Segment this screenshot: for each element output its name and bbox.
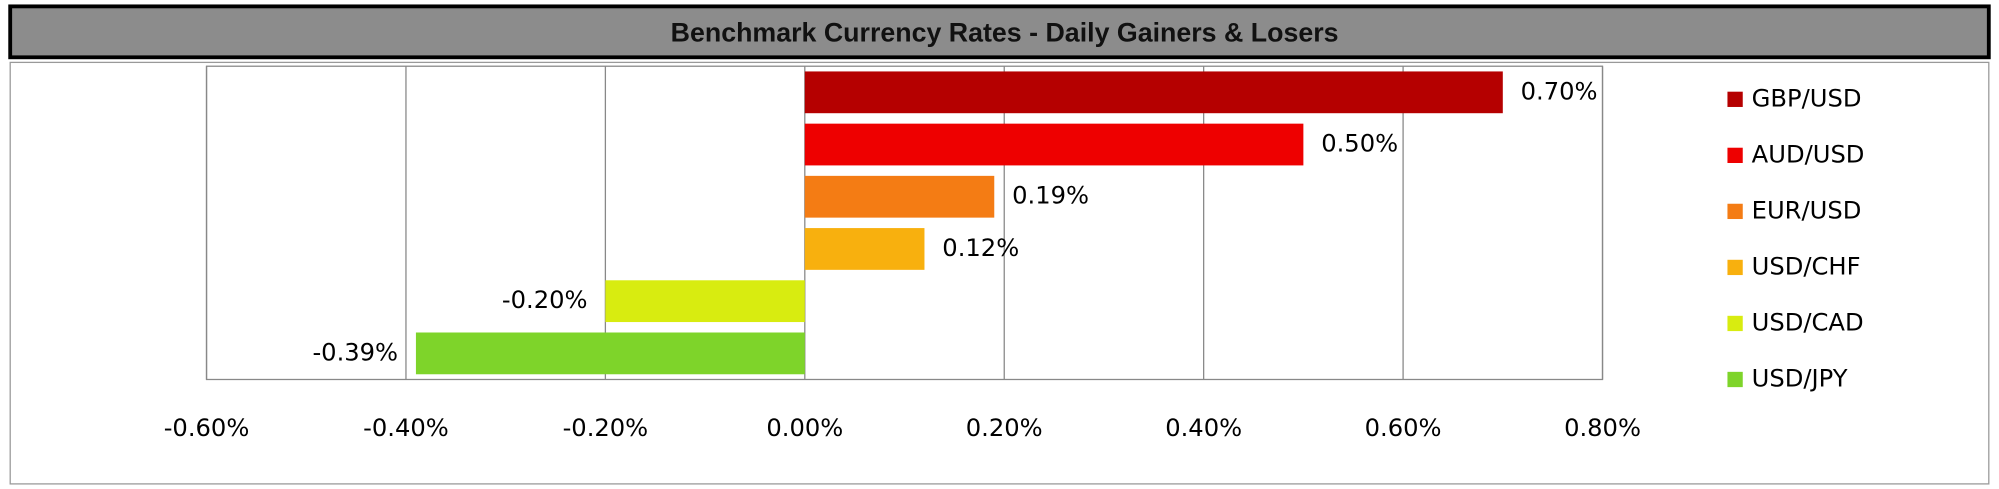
bar — [804, 123, 1304, 166]
bar — [804, 175, 995, 218]
value-label: 0.12% — [942, 234, 1019, 262]
legend-label: EUR/USD — [1752, 196, 1862, 224]
x-tick-label: 0.60% — [1365, 414, 1442, 442]
x-tick-label: 0.40% — [1165, 414, 1242, 442]
legend-label: GBP/USD — [1752, 84, 1862, 112]
x-tick-label: 0.00% — [766, 414, 843, 442]
legend-swatch — [1727, 259, 1743, 276]
x-tick-label: -0.60% — [164, 414, 250, 442]
x-tick-label: 0.80% — [1564, 414, 1641, 442]
value-label: -0.39% — [312, 338, 398, 366]
legend-swatch — [1727, 91, 1743, 107]
x-tick-label: 0.20% — [966, 414, 1043, 442]
value-label: -0.20% — [502, 286, 588, 314]
value-label: 0.50% — [1321, 130, 1398, 158]
legend-swatch — [1727, 371, 1743, 388]
legend-label: USD/JPY — [1752, 364, 1848, 392]
title-bar — [8, 4, 1991, 60]
x-tick-label: -0.40% — [363, 414, 449, 442]
x-tick-label: -0.20% — [563, 414, 649, 442]
value-label: 0.19% — [1012, 182, 1089, 210]
value-label: 0.70% — [1521, 77, 1598, 105]
legend-swatch — [1727, 203, 1743, 220]
legend-label: AUD/USD — [1752, 140, 1865, 168]
legend-swatch — [1727, 147, 1743, 163]
legend-label: USD/CHF — [1752, 252, 1861, 280]
bar — [415, 332, 805, 375]
legend-label: USD/CAD — [1752, 308, 1864, 336]
bar — [804, 71, 1503, 114]
bar — [605, 280, 805, 323]
bar — [804, 228, 925, 270]
legend-swatch — [1727, 315, 1743, 332]
chart-title: Benchmark Currency Rates - Daily Gainers… — [671, 17, 1339, 47]
